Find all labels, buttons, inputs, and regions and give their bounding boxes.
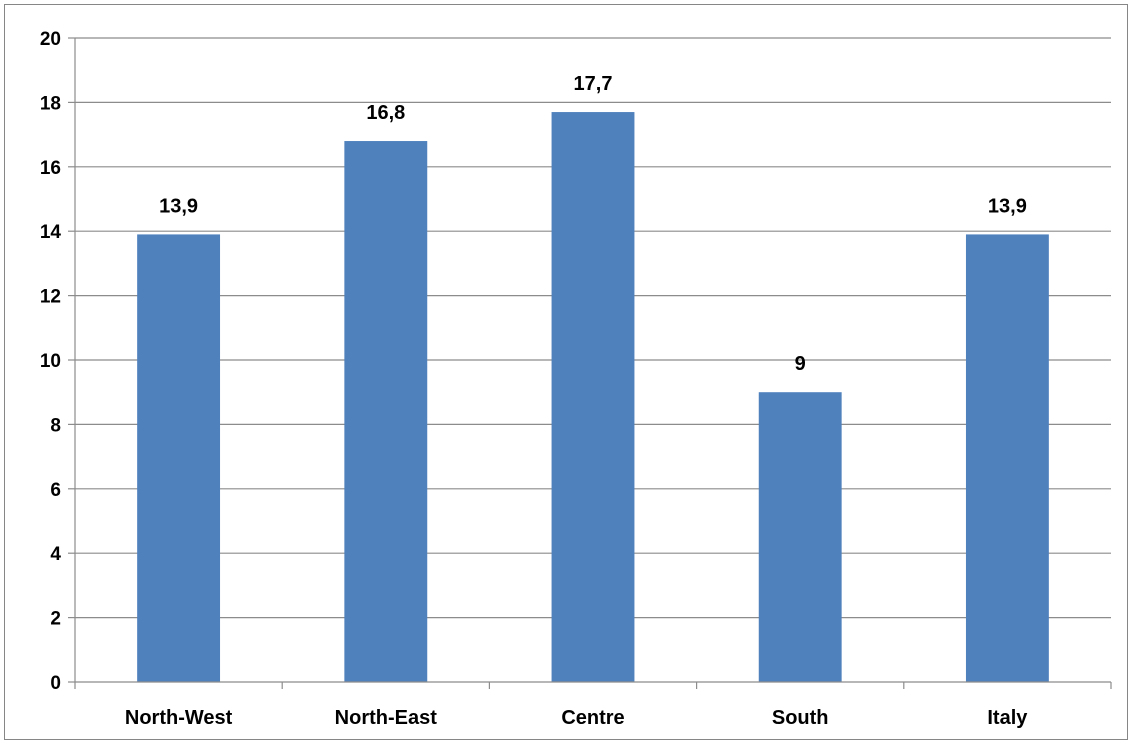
y-tick-label: 6 [50,480,61,501]
axes [68,37,1112,689]
y-tick-label: 4 [50,544,61,565]
data-label: 16,8 [366,102,405,124]
y-tick-label: 16 [40,158,61,179]
y-tick-label: 10 [40,351,61,372]
x-tick-label: Centre [561,707,624,729]
bars [137,112,1049,683]
bar-north-east [344,141,428,683]
bar-south [758,392,842,682]
bar-chart: 0 2 4 6 8 10 12 14 16 18 20 13,9 North-West 16,8 North… [40,29,1112,729]
chart-frame: 0 2 4 6 8 10 12 14 16 18 20 13,9 North-West 16,8 North… [4,4,1128,740]
bar-centre [551,112,635,682]
labels: 0 2 4 6 8 10 12 14 16 18 20 13,9 North-West 16,8 North… [40,29,1028,729]
y-tick-label: 20 [40,29,61,50]
data-label: 9 [795,353,806,375]
bar-north-west [137,234,221,683]
y-tick-label: 12 [40,287,61,308]
bar-italy [965,234,1049,683]
x-tick-label: South [772,707,829,729]
data-label: 13,9 [988,195,1027,217]
y-tick-label: 8 [50,415,61,436]
x-tick-label: North-West [125,707,233,729]
y-tick-label: 18 [40,93,61,114]
y-tick-label: 0 [50,673,61,694]
y-tick-label: 14 [40,222,62,243]
y-tick-label: 2 [50,609,61,630]
x-tick-label: Italy [987,707,1028,729]
data-label: 17,7 [574,73,613,95]
x-tick-label: North-East [335,707,438,729]
data-label: 13,9 [159,195,198,217]
